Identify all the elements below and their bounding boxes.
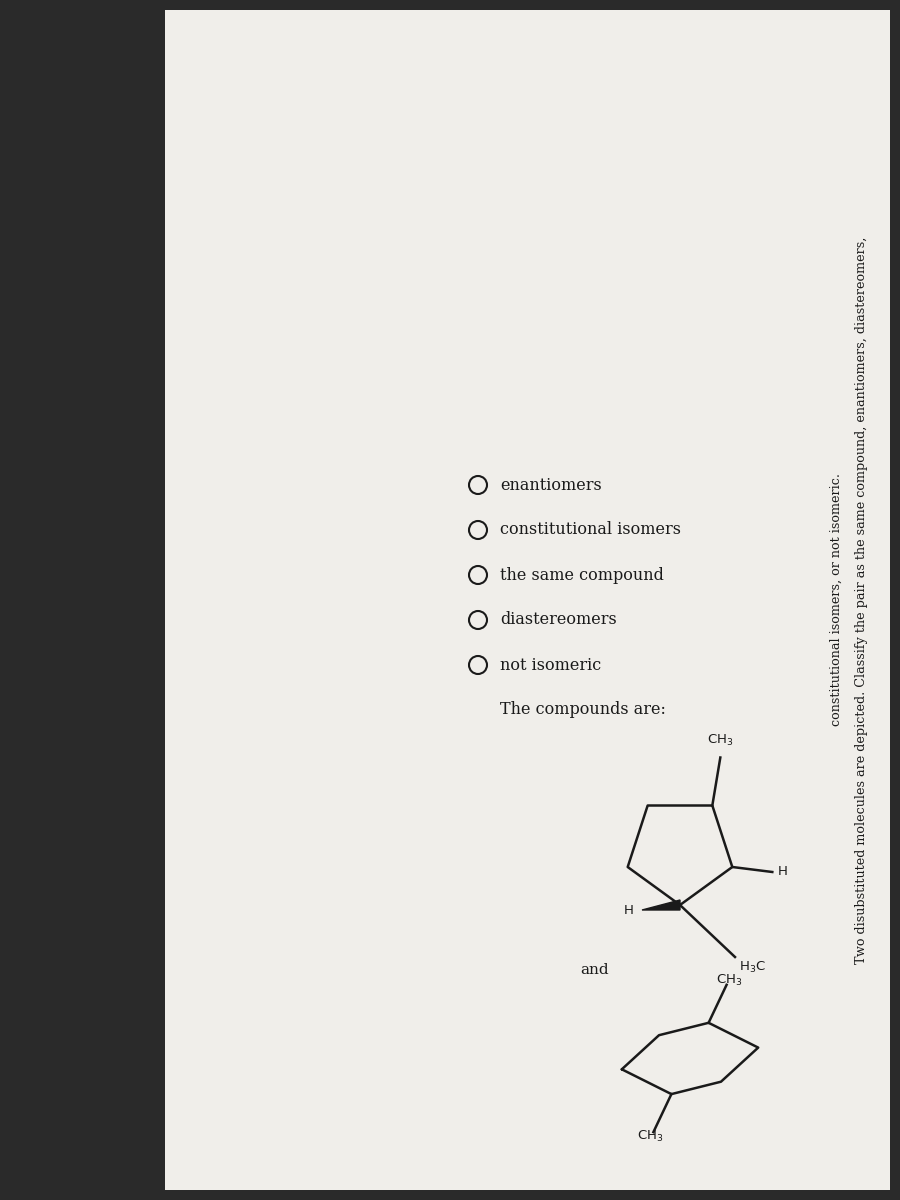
Text: Two disubstituted molecules are depicted. Classify the pair as the same compound: Two disubstituted molecules are depicted… [856, 236, 868, 964]
Text: diastereomers: diastereomers [500, 612, 616, 629]
Text: not isomeric: not isomeric [500, 656, 601, 673]
Text: the same compound: the same compound [500, 566, 664, 583]
Text: constitutional isomers: constitutional isomers [500, 522, 681, 539]
Bar [165, 10, 890, 1190]
Text: CH$_3$: CH$_3$ [707, 732, 733, 748]
Text: CH$_3$: CH$_3$ [716, 973, 742, 988]
Text: CH$_3$: CH$_3$ [637, 1129, 663, 1144]
Text: enantiomers: enantiomers [500, 476, 602, 493]
Text: H$_3$C: H$_3$C [739, 960, 766, 974]
Text: The compounds are:: The compounds are: [500, 702, 666, 719]
Text: and: and [580, 962, 609, 977]
Text: H: H [624, 904, 634, 917]
Text: H: H [778, 865, 788, 878]
Text: constitutional isomers, or not isomeric.: constitutional isomers, or not isomeric. [830, 474, 842, 726]
Polygon shape [642, 900, 680, 910]
